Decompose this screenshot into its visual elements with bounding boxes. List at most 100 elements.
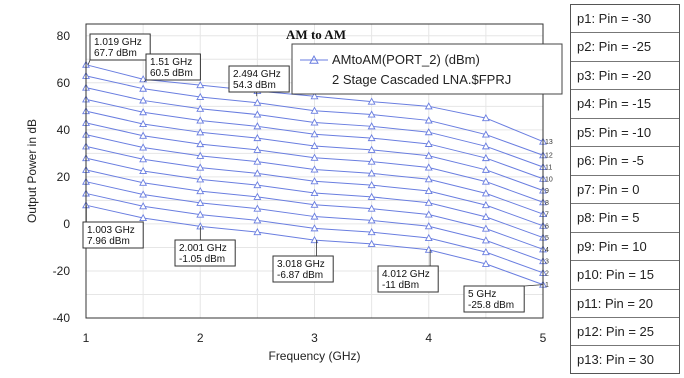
y-tick-label: 40 xyxy=(57,123,71,137)
series-marker-p5 xyxy=(367,192,376,200)
series-marker-p13 xyxy=(367,97,376,105)
series-marker-p8 xyxy=(253,145,262,153)
series-marker-p7 xyxy=(253,157,262,165)
series-marker-p9 xyxy=(424,151,433,159)
series-marker-p12 xyxy=(481,130,490,138)
annotation-box xyxy=(377,265,439,293)
series-layer xyxy=(82,60,547,288)
series-marker-p2 xyxy=(424,233,433,242)
series-marker-p4 xyxy=(253,192,262,200)
series-marker-p9 xyxy=(481,165,490,173)
annotation-leader xyxy=(87,59,91,65)
series-marker-p4 xyxy=(310,200,319,208)
series-end-tag-p11: 11 xyxy=(545,165,552,172)
series-marker-p2 xyxy=(310,224,319,232)
series-marker-p11 xyxy=(253,110,262,118)
series-marker-p3 xyxy=(424,222,433,230)
series-marker-p6 xyxy=(310,177,319,185)
parameter-row-p7: p7: Pin = 0 xyxy=(571,176,679,205)
series-marker-p6 xyxy=(196,163,205,171)
series-marker-p6 xyxy=(139,155,148,163)
annotation-power: -6.87 dBm xyxy=(277,270,323,281)
x-tick-label: 4 xyxy=(425,331,432,345)
series-end-tag-p6: 6 xyxy=(545,223,549,230)
y-tick-label: 20 xyxy=(57,170,71,184)
series-marker-p2 xyxy=(367,228,376,236)
series-marker-p7 xyxy=(139,143,148,151)
series-marker-p1 xyxy=(310,235,319,244)
parameter-row-p1: p1: Pin = -30 xyxy=(571,5,679,34)
series-marker-p6 xyxy=(367,180,376,189)
parameter-row-p10: p10: Pin = 15 xyxy=(571,261,679,290)
legend-box: AMtoAM(PORT_2) (dBm) 2 Stage Cascaded LN… xyxy=(291,43,563,95)
y-tick-label: -20 xyxy=(53,264,71,278)
series-marker-p8 xyxy=(424,163,433,171)
series-marker-p11 xyxy=(196,104,205,112)
series-marker-p13 xyxy=(481,113,490,122)
parameter-row-p9: p9: Pin = 10 xyxy=(571,233,679,262)
series-marker-p11 xyxy=(367,122,376,130)
annotation-power: 60.5 dBm xyxy=(150,68,193,79)
legend-background xyxy=(291,43,563,95)
series-marker-p5 xyxy=(481,212,490,220)
series-end-tag-p4: 4 xyxy=(545,247,549,254)
series-marker-p13 xyxy=(139,75,148,83)
parameter-row-p12: p12: Pin = 25 xyxy=(571,318,679,347)
series-marker-p9 xyxy=(310,141,319,150)
series-marker-p9 xyxy=(367,145,376,153)
parameter-row-p8: p8: Pin = 5 xyxy=(571,204,679,233)
series-marker-p12 xyxy=(310,106,319,114)
series-marker-p12 xyxy=(253,98,262,106)
series-marker-p7 xyxy=(424,175,433,183)
annotation-power: -1.05 dBm xyxy=(179,254,225,265)
series-marker-p9 xyxy=(196,128,205,136)
series-marker-p9 xyxy=(253,133,262,142)
series-marker-p12 xyxy=(367,110,376,118)
series-marker-p6 xyxy=(253,169,262,177)
series-marker-p8 xyxy=(139,131,148,139)
parameter-row-p4: p4: Pin = -15 xyxy=(571,90,679,119)
series-marker-p4 xyxy=(196,186,205,195)
annotation-box xyxy=(463,285,525,313)
series-marker-p12 xyxy=(196,92,205,101)
parameter-row-p6: p6: Pin = -5 xyxy=(571,147,679,176)
series-marker-p13 xyxy=(310,92,319,100)
annotation-leader xyxy=(524,284,544,287)
annotation-box xyxy=(89,33,151,61)
series-marker-p5 xyxy=(139,166,148,175)
series-marker-p8 xyxy=(196,139,205,148)
series-marker-p11 xyxy=(139,96,148,104)
series-end-tag-p2: 2 xyxy=(545,270,549,277)
series-marker-p5 xyxy=(424,198,433,206)
annotation-power: -25.8 dBm xyxy=(468,300,514,311)
series-marker-p2 xyxy=(481,248,490,256)
series-marker-p8 xyxy=(310,153,319,161)
annotation-power: 54.3 dBm xyxy=(233,80,276,91)
series-marker-p10 xyxy=(196,116,205,124)
x-tick-labels: 1 2 3 4 5 xyxy=(83,331,547,345)
parameter-list-panel: p1: Pin = -30 p2: Pin = -25 p3: Pin = -20 p… xyxy=(570,4,680,374)
series-end-tag-p1: 1 xyxy=(545,282,549,289)
y-tick-label: 0 xyxy=(63,217,70,231)
annotation-frequency: 4.012 GHz xyxy=(382,269,430,280)
series-marker-p4 xyxy=(481,224,490,232)
x-tick-label: 5 xyxy=(540,331,547,345)
series-marker-p10 xyxy=(481,153,490,162)
series-marker-p10 xyxy=(424,139,433,147)
series-marker-p8 xyxy=(481,177,490,185)
series-end-tag-p5: 5 xyxy=(545,235,549,242)
series-end-tag-p9: 9 xyxy=(545,188,549,195)
series-marker-p3 xyxy=(196,198,205,206)
legend-entry-series: AMtoAM(PORT_2) (dBm) xyxy=(332,52,480,67)
series-marker-p1 xyxy=(481,259,490,267)
series-end-tag-p10: 10 xyxy=(545,176,553,183)
series-marker-p4 xyxy=(424,210,433,218)
series-marker-p3 xyxy=(367,216,376,224)
series-marker-p1 xyxy=(367,239,376,247)
series-marker-p2 xyxy=(196,210,205,218)
series-marker-p3 xyxy=(310,212,319,220)
series-marker-p11 xyxy=(310,118,319,126)
annotation-box xyxy=(228,65,290,93)
